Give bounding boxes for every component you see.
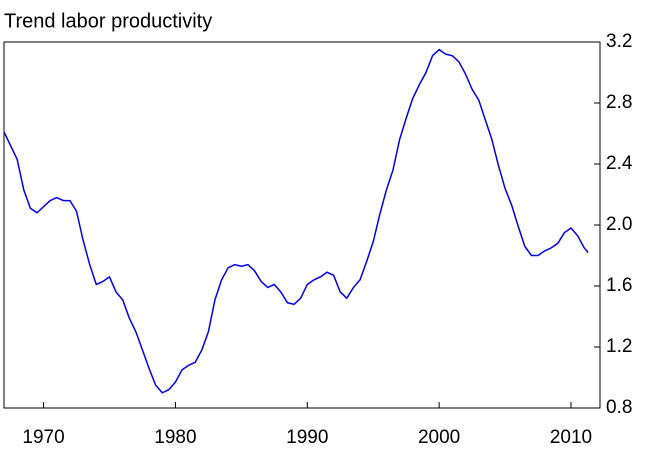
- y-tick-label: 1.2: [606, 336, 632, 357]
- x-tick-label: 1990: [286, 427, 328, 448]
- y-tick-label: 1.6: [606, 275, 632, 296]
- trend-line: [3, 48, 589, 394]
- y-tick-label: 3.2: [606, 31, 632, 52]
- y-tick-label: 2.0: [606, 214, 632, 235]
- plot-frame: [3, 41, 601, 409]
- chart-title: Trend labor productivity: [4, 10, 212, 32]
- x-tick-label: 1980: [154, 427, 196, 448]
- x-tick-label: 2000: [418, 427, 460, 448]
- x-tick-label: 1970: [22, 427, 64, 448]
- y-tick-label: 2.4: [606, 153, 633, 174]
- y-tick-label: 0.8: [606, 397, 632, 418]
- y-tick-label: 2.8: [606, 92, 632, 113]
- x-tick-label: 2010: [550, 427, 592, 448]
